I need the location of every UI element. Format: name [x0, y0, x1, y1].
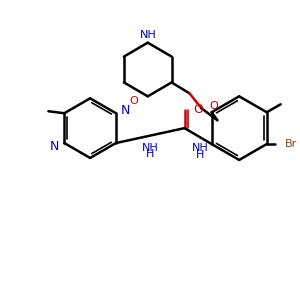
Text: N: N [121, 104, 130, 117]
Text: Br: Br [285, 139, 297, 149]
Text: H: H [146, 149, 154, 160]
Text: NH: NH [192, 143, 208, 153]
Text: O: O [129, 96, 138, 106]
Text: H: H [196, 150, 204, 160]
Text: O: O [194, 103, 203, 116]
Text: O: O [209, 101, 218, 111]
Text: NH: NH [140, 30, 156, 40]
Text: N: N [50, 140, 59, 152]
Text: NH: NH [142, 142, 159, 152]
